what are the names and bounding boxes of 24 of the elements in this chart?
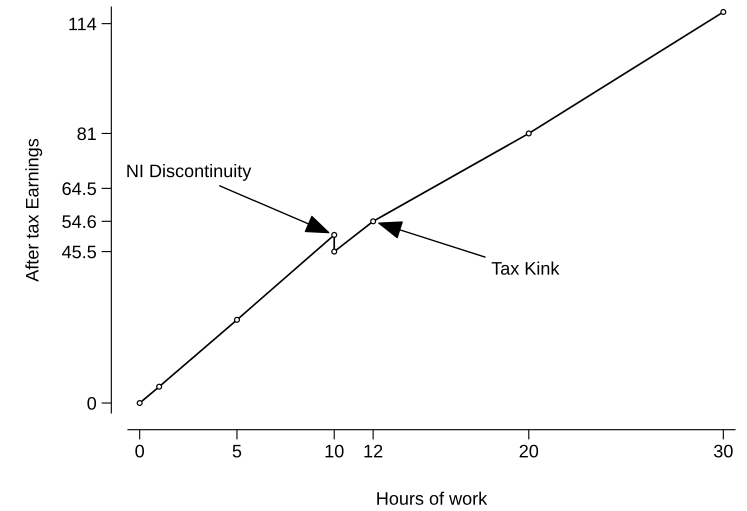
y-tick-label: 64.5 [62, 182, 96, 196]
y-tick-label: 45.5 [62, 246, 96, 258]
point [331, 232, 338, 238]
point [136, 400, 143, 406]
y-tick-label: 114 [69, 18, 96, 30]
point [370, 218, 376, 224]
y-tick-label: 81 [77, 127, 96, 140]
point [526, 130, 532, 137]
x-tick-label: 20 [520, 444, 538, 458]
x-axis-title: Hours of work [377, 492, 488, 505]
point [234, 316, 240, 323]
point [156, 384, 162, 390]
point [720, 8, 726, 16]
y-tick-label: 0 [87, 396, 96, 410]
y-tick-label: 54.6 [62, 215, 96, 228]
x-tick-label: 5 [232, 444, 242, 458]
annotation: NI Discontinuity [127, 164, 252, 181]
y-axis-title: After tax Earnings [25, 138, 42, 282]
x-tick-label: 0 [135, 444, 144, 458]
point [331, 248, 338, 255]
x-tick-label: 10 [326, 444, 344, 458]
x-tick-label: 30 [714, 444, 733, 458]
x-tick-label: 12 [364, 444, 382, 458]
annotation: Tax Kink [492, 262, 560, 275]
